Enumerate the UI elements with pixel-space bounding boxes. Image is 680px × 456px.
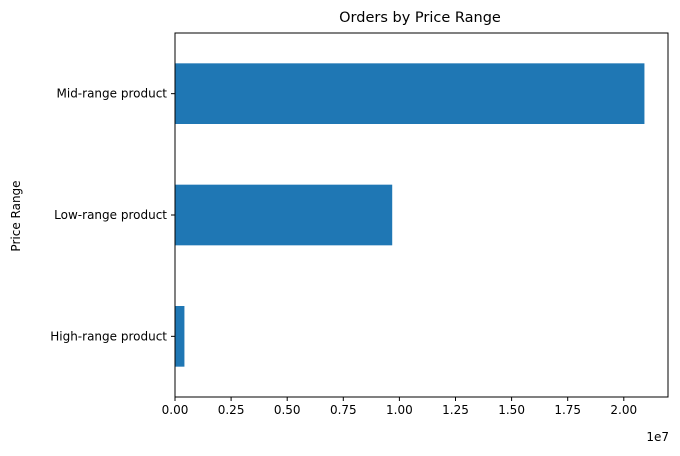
- y-tick-label-low-range-product: Low-range product: [54, 208, 167, 222]
- y-tick-label-high-range-product: High-range product: [50, 329, 167, 343]
- x-tick-label: 0.25: [218, 403, 245, 417]
- x-tick-label: 0.00: [162, 403, 189, 417]
- bar-mid-range-product: [175, 63, 645, 124]
- chart-title: Orders by Price Range: [339, 10, 501, 26]
- x-tick-label: 1.50: [498, 403, 525, 417]
- bar-high-range-product: [175, 306, 185, 367]
- y-tick-label-mid-range-product: Mid-range product: [57, 87, 168, 101]
- plot-area: High-range product Low-range product Mid-r…: [50, 32, 669, 417]
- x-tick-label: 1.25: [442, 403, 469, 417]
- axes-frame: [174, 32, 669, 398]
- y-axis-label: Price Range: [9, 180, 23, 251]
- x-offset-label: 1e7: [646, 430, 669, 444]
- x-tick-label: 2.00: [610, 403, 637, 417]
- x-tick-label: 1.75: [554, 403, 581, 417]
- bar-low-range-product: [175, 184, 393, 246]
- x-tick-label: 1.00: [386, 403, 413, 417]
- x-tick-label: 0.75: [330, 403, 357, 417]
- x-tick-label: 0.50: [274, 403, 301, 417]
